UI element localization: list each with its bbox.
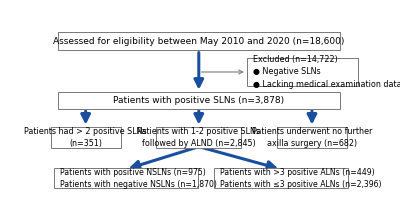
FancyBboxPatch shape: [214, 168, 348, 188]
Text: Excluded (n=14,722)
● Negative SLNs
● Lacking medical examination data: Excluded (n=14,722) ● Negative SLNs ● La…: [253, 55, 400, 89]
Text: Assessed for eligibility between May 2010 and 2020 (n=18,600): Assessed for eligibility between May 201…: [53, 37, 344, 46]
Text: Patients had > 2 positive SLNs
(n=351): Patients had > 2 positive SLNs (n=351): [24, 127, 147, 148]
FancyBboxPatch shape: [51, 127, 120, 148]
Text: Patients with positive NSLNs (n=975)
Patients with negative NSLNs (n=1,870): Patients with positive NSLNs (n=975) Pat…: [60, 168, 217, 189]
Text: Patients with positive SLNs (n=3,878): Patients with positive SLNs (n=3,878): [113, 96, 284, 105]
Text: Patients underwent no further
axilla surgery (n=682): Patients underwent no further axilla sur…: [252, 127, 372, 148]
Text: Patients with 1-2 positive SLNs
followed by ALND (n=2,845): Patients with 1-2 positive SLNs followed…: [137, 127, 260, 148]
FancyBboxPatch shape: [277, 127, 347, 148]
FancyBboxPatch shape: [58, 92, 340, 109]
FancyBboxPatch shape: [156, 127, 242, 148]
FancyBboxPatch shape: [54, 168, 198, 188]
FancyBboxPatch shape: [247, 58, 358, 86]
Text: Patients with >3 positive ALNs (n=449)
Patients with ≤3 positive ALNs (n=2,396): Patients with >3 positive ALNs (n=449) P…: [220, 168, 382, 189]
FancyBboxPatch shape: [58, 32, 340, 50]
